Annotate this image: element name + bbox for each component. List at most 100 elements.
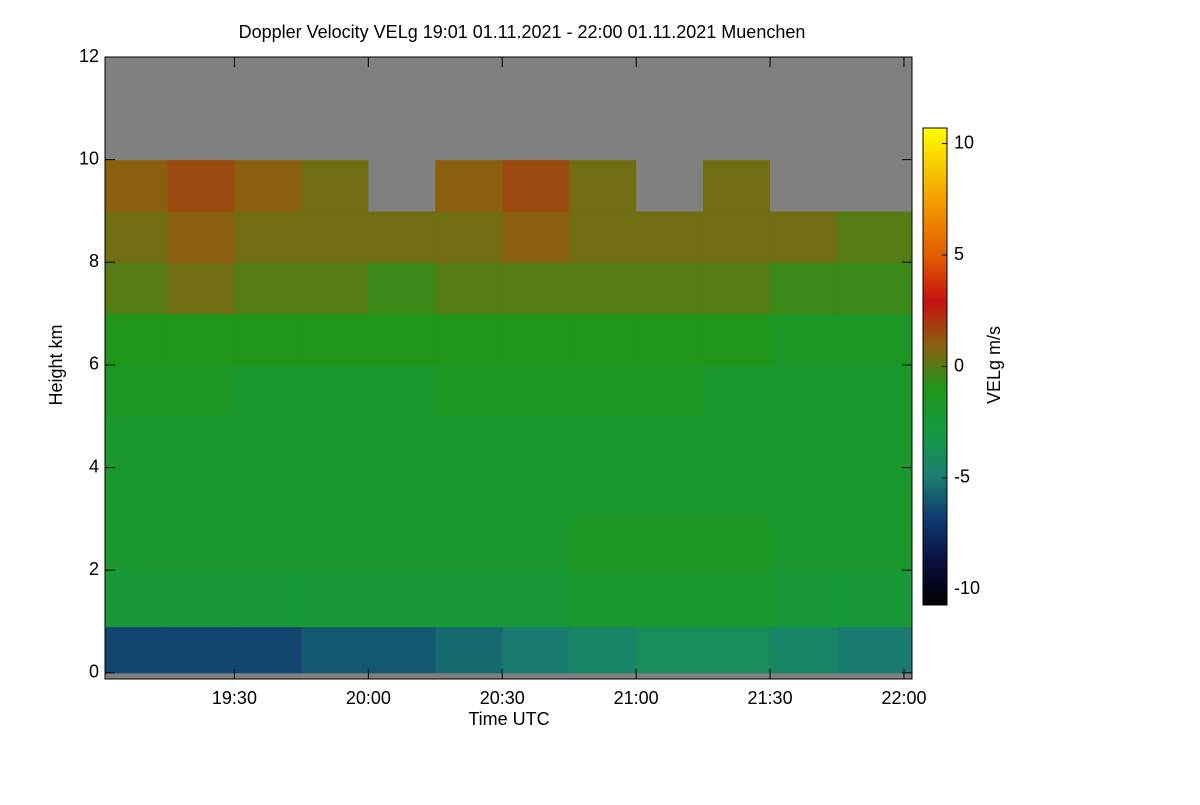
heatmap-cell [167, 626, 235, 674]
heatmap-cell [234, 518, 302, 571]
heatmap-cell [770, 570, 838, 628]
heatmap-cell [703, 364, 771, 417]
y-tick-label: 0 [89, 662, 99, 682]
heatmap-cell [837, 210, 913, 263]
heatmap-cell [502, 518, 570, 571]
heatmap-cell [368, 313, 436, 366]
heatmap-cell [770, 626, 838, 674]
heatmap-cell [703, 626, 771, 674]
heatmap-cell [837, 467, 913, 520]
heatmap-cell [167, 108, 235, 161]
heatmap-cell [636, 262, 704, 315]
y-tick-label: 2 [89, 559, 99, 579]
heatmap-cell [837, 262, 913, 315]
heatmap-cell [368, 467, 436, 520]
y-tick-label: 4 [89, 456, 99, 476]
heatmap-cell [770, 518, 838, 571]
heatmap-cell [301, 570, 369, 628]
heatmap-cell [636, 467, 704, 520]
heatmap-cell [569, 262, 637, 315]
heatmap-cell [368, 210, 436, 263]
heatmap-cell [770, 416, 838, 469]
heatmap-cell [368, 262, 436, 315]
heatmap-cell [435, 262, 503, 315]
heatmap-cell [837, 108, 913, 161]
heatmap-cell [234, 416, 302, 469]
colorbar-tick-label: -10 [954, 578, 980, 598]
heatmap-cell [770, 364, 838, 417]
heatmap-cell [502, 570, 570, 628]
heatmap-cell [167, 570, 235, 628]
y-axis-label: Height km [46, 324, 66, 405]
colorbar-tick-label: -5 [954, 467, 970, 487]
heatmap-cell [435, 364, 503, 417]
heatmap-cell [502, 313, 570, 366]
heatmap-cell [105, 57, 168, 109]
heatmap-cell [167, 262, 235, 315]
heatmap-cell [368, 159, 436, 212]
heatmap-cell [301, 210, 369, 263]
heatmap-cell [368, 57, 436, 109]
heatmap-cell [167, 364, 235, 417]
heatmap-cell [636, 518, 704, 571]
heatmap-cell [569, 626, 637, 674]
heatmap-cell [703, 57, 771, 109]
heatmap-cell [435, 159, 503, 212]
chart-title: Doppler Velocity VELg 19:01 01.11.2021 -… [239, 22, 806, 42]
heatmap-cell [301, 416, 369, 469]
heatmap-cell [435, 467, 503, 520]
heatmap-cell [167, 313, 235, 366]
heatmap-cell [569, 518, 637, 571]
heatmap-cell [770, 467, 838, 520]
heatmap-cell [837, 57, 913, 109]
heatmap-cell [234, 262, 302, 315]
heatmap-cell [301, 159, 369, 212]
heatmap-cell [105, 570, 168, 628]
heatmap-cell [770, 210, 838, 263]
heatmap-cell [234, 570, 302, 628]
heatmap-cell [502, 108, 570, 161]
x-tick-label: 20:30 [480, 688, 525, 708]
heatmap-cell [234, 210, 302, 263]
heatmap-cell [502, 262, 570, 315]
heatmap-cell [703, 159, 771, 212]
heatmap-cell [569, 159, 637, 212]
heatmap-cell [167, 159, 235, 212]
colorbar-tick-label: 5 [954, 244, 964, 264]
heatmap-cell [368, 626, 436, 674]
heatmap-cell [105, 108, 168, 161]
colorbar-tick-label: 0 [954, 355, 964, 375]
heatmap-cell [301, 262, 369, 315]
heatmap-cell [636, 210, 704, 263]
heatmap-cell [301, 467, 369, 520]
heatmap-cell [167, 57, 235, 109]
heatmap-cell [502, 467, 570, 520]
x-tick-label: 19:30 [212, 688, 257, 708]
heatmap-cell [502, 210, 570, 263]
heatmap-cell [770, 159, 838, 212]
heatmap-cell [569, 364, 637, 417]
heatmap-cell [435, 57, 503, 109]
heatmap-cell [105, 364, 168, 417]
heatmap-cell [301, 364, 369, 417]
y-tick-label: 6 [89, 354, 99, 374]
heatmap-cell [105, 467, 168, 520]
heatmap-cell [636, 159, 704, 212]
heatmap-cell [105, 210, 168, 263]
heatmap-cell [301, 518, 369, 571]
colorbar-tick-label: 10 [954, 132, 974, 152]
heatmap-cell [636, 626, 704, 674]
heatmap-cell [368, 518, 436, 571]
heatmap-cell [569, 57, 637, 109]
heatmap-cell [435, 313, 503, 366]
heatmap-cell [770, 57, 838, 109]
heatmap-cell [837, 364, 913, 417]
heatmap-cell [636, 57, 704, 109]
heatmap-cell [167, 467, 235, 520]
heatmap-cell [636, 313, 704, 366]
heatmap-cell [435, 210, 503, 263]
heatmap-cell [703, 210, 771, 263]
y-tick-label: 10 [79, 148, 99, 168]
heatmap-cell [837, 416, 913, 469]
